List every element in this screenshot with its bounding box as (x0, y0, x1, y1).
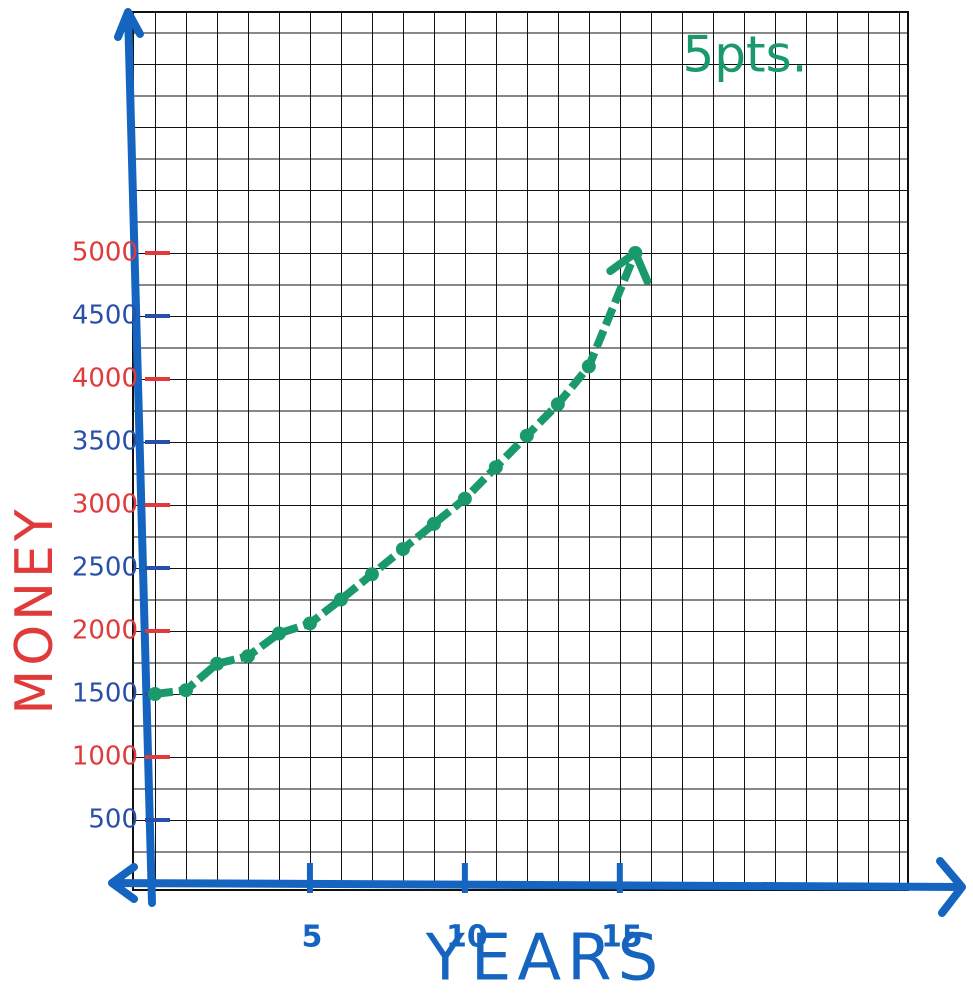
chart: 5pts. YEARS MONEY 5001000150020002500300… (0, 0, 973, 1005)
data-point (241, 649, 255, 663)
y-tick-label: 500 (88, 805, 138, 835)
y-tick-label: 2500 (72, 553, 138, 583)
data-point (489, 460, 503, 474)
y-tick-label: 2000 (72, 616, 138, 646)
y-axis-label: MONEY (5, 505, 65, 714)
y-tick-label: 5000 (72, 238, 138, 268)
data-point (148, 687, 162, 701)
data-point (396, 542, 410, 556)
data-point (272, 627, 286, 641)
data-point (458, 492, 472, 506)
y-tick-label: 3500 (72, 427, 138, 457)
data-point (334, 593, 348, 607)
data-point (303, 616, 317, 630)
y-tick-label: 3000 (72, 490, 138, 520)
annotation: 5pts. (682, 26, 807, 84)
y-tick-label: 1500 (72, 679, 138, 709)
data-point (210, 657, 224, 671)
data-point (365, 567, 379, 581)
data-point (582, 359, 596, 373)
data-point (179, 683, 193, 697)
data-point (551, 397, 565, 411)
data-point (427, 517, 441, 531)
y-tick-label: 4500 (72, 301, 138, 331)
y-tick-label: 4000 (72, 364, 138, 394)
data-point (520, 429, 534, 443)
y-tick-label: 1000 (72, 742, 138, 772)
x-tick-label: 15 (601, 920, 643, 955)
x-tick-label: 5 (302, 920, 323, 955)
x-tick-label: 10 (446, 920, 488, 955)
